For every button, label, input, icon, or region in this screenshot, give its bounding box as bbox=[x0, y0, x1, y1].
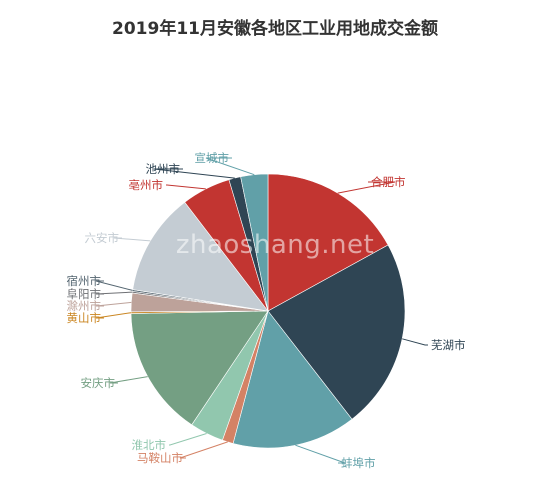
slice-label-13: 宣城市 bbox=[195, 151, 230, 165]
leader-line-4 bbox=[169, 433, 207, 446]
leader-line-8 bbox=[95, 291, 133, 295]
leader-line-0 bbox=[337, 181, 396, 194]
leader-line-10 bbox=[113, 237, 151, 242]
leader-line-1 bbox=[402, 338, 428, 346]
chart-title: 2019年11月安徽各地区工业用地成交金额 bbox=[112, 18, 438, 39]
pie-slice-5[interactable] bbox=[130, 310, 269, 426]
slice-label-7: 滁州市 bbox=[67, 299, 102, 313]
leader-line-6 bbox=[95, 312, 132, 319]
slice-label-9: 宿州市 bbox=[67, 274, 102, 288]
pie-slice-2[interactable] bbox=[232, 310, 353, 449]
watermark: zhaoshang.net bbox=[176, 230, 374, 260]
slice-label-2: 蚌埠市 bbox=[341, 456, 376, 470]
slice-label-8: 阜阳市 bbox=[67, 287, 102, 301]
slice-label-4: 淮北市 bbox=[132, 438, 167, 452]
leader-line-2 bbox=[295, 444, 346, 464]
slice-label-1: 芜湖市 bbox=[431, 338, 466, 352]
slice-label-11: 亳州市 bbox=[129, 178, 164, 192]
pie-slices bbox=[130, 173, 406, 449]
leader-line-7 bbox=[95, 301, 132, 307]
leader-line-5 bbox=[109, 376, 148, 384]
leader-line-12 bbox=[153, 168, 235, 179]
slice-label-12: 池州市 bbox=[146, 162, 181, 176]
leader-line-3 bbox=[179, 441, 228, 459]
slice-label-5: 安庆市 bbox=[81, 376, 116, 390]
leader-line-11 bbox=[166, 184, 206, 190]
slice-label-6: 黄山市 bbox=[67, 311, 102, 325]
slice-label-10: 六安市 bbox=[85, 231, 120, 245]
slice-label-0: 合肥市 bbox=[371, 175, 406, 189]
leader-line-13 bbox=[205, 157, 255, 176]
pie-slice-1[interactable] bbox=[267, 244, 406, 420]
slice-label-3: 马鞍山市 bbox=[137, 451, 183, 465]
leader-line-9 bbox=[95, 280, 133, 291]
pie-slice-10[interactable] bbox=[132, 201, 269, 312]
